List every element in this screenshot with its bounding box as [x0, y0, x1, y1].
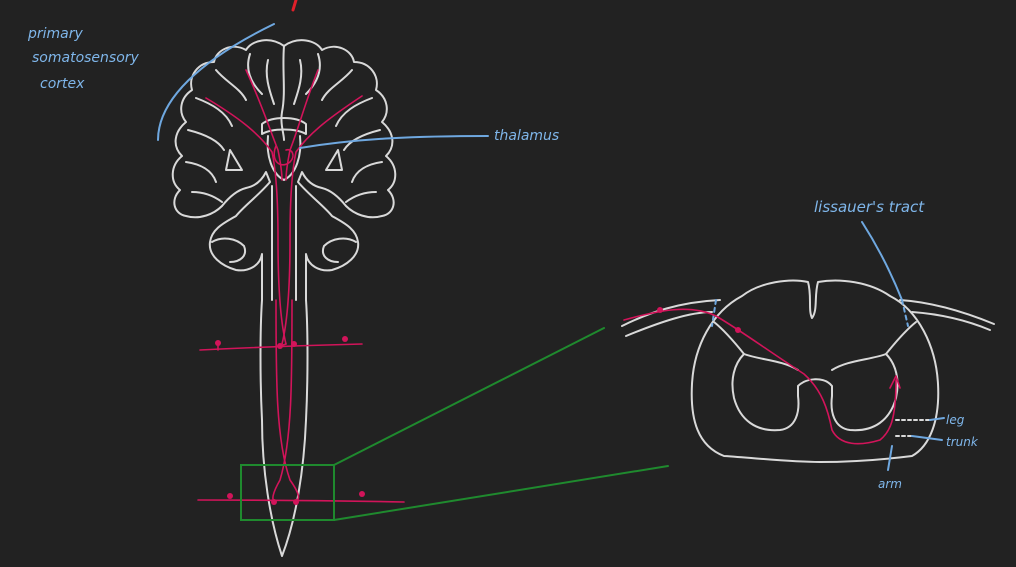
magnifier-box [240, 464, 335, 521]
cord-ganglion [657, 307, 663, 313]
pathway-thalamus-loop [273, 145, 294, 166]
lissauer-label: lissauer's tract [814, 198, 925, 216]
leg-label: leg [946, 413, 965, 427]
thalamus-label: thalamus [494, 128, 559, 144]
thalamus-pointer [299, 135, 489, 149]
top-red-mark [291, 0, 298, 12]
cord-outline [690, 279, 940, 463]
cord-synapse [735, 327, 741, 333]
cortex-label-line2: somatosensory [32, 50, 140, 66]
ganglion-upper-mid [277, 343, 283, 349]
grey-matter [713, 321, 917, 432]
pathway-cortex-left [205, 97, 287, 345]
magnifier-line-bottom [333, 465, 669, 521]
ganglion-lower-mid [271, 499, 277, 505]
left-gyri [185, 53, 275, 203]
left-ventricle [225, 149, 243, 171]
corpus-callosum [261, 117, 307, 135]
ganglion-upper-left [215, 340, 221, 346]
arm-label: arm [878, 477, 902, 491]
right-gyri [293, 53, 383, 203]
pathway-cord-lower-left [275, 299, 300, 501]
lissauer-dash-left [711, 299, 717, 327]
left-temporal-gyri [211, 237, 246, 263]
upper-spinal-nerve [199, 343, 363, 351]
brain-coronal-section [171, 39, 397, 557]
right-temporal-gyri [322, 237, 357, 263]
cord-pathway-arrow [889, 375, 901, 389]
cord-pathway [623, 308, 897, 445]
sensory-pathways [197, 69, 405, 505]
trunk-label: trunk [946, 435, 979, 449]
right-ventricle [325, 149, 343, 171]
ganglion-lower-left [227, 493, 233, 499]
arm-pointer [887, 445, 893, 471]
pathway-cortex-right [281, 95, 363, 345]
pathway-cortex-mid-left [245, 69, 283, 181]
dorsal-root-left [621, 299, 721, 337]
cortex-label-line1: primary [27, 26, 84, 42]
ganglion-lower-mid2 [293, 499, 299, 505]
lissauer-pointer [861, 221, 903, 301]
thalamus-outline [266, 135, 302, 181]
leg-pointer [929, 417, 945, 421]
brain-outer-outline [171, 39, 397, 557]
longitudinal-fissure [280, 45, 285, 141]
lower-spinal-nerve [197, 499, 405, 503]
ganglion-lower-right [359, 491, 365, 497]
pathway-cord-lower-right [272, 299, 293, 501]
cortex-label-line3: cortex [40, 76, 85, 92]
magnifier-line-top [333, 327, 605, 466]
spinal-cord-cross-section [621, 279, 995, 463]
ganglion-upper-right [342, 336, 348, 342]
segment-box [895, 419, 931, 437]
lissauer-dash-right [901, 299, 909, 327]
ganglion-upper-mid2 [291, 341, 297, 347]
dorsal-root-right [899, 299, 995, 331]
cortex-bracket [157, 23, 275, 141]
trunk-pointer [911, 435, 943, 441]
grey-matter-inner [743, 353, 887, 371]
